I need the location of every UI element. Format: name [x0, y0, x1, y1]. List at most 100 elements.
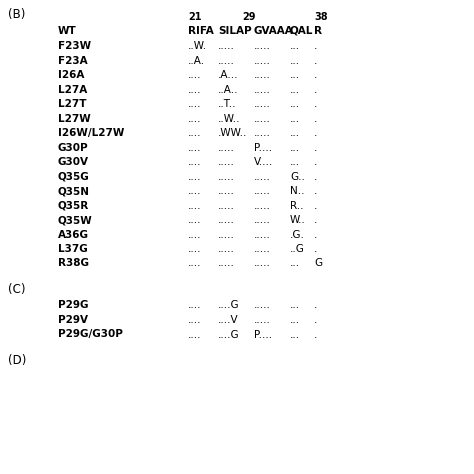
Text: I26A: I26A	[58, 70, 84, 80]
Text: ..A.: ..A.	[188, 55, 205, 65]
Text: ....: ....	[188, 186, 201, 196]
Text: ...: ...	[290, 143, 300, 153]
Text: .: .	[314, 244, 318, 254]
Text: G30V: G30V	[58, 157, 89, 167]
Text: ....G: ....G	[218, 329, 240, 339]
Text: ..W.: ..W.	[188, 41, 207, 51]
Text: .: .	[314, 113, 318, 124]
Text: L27T: L27T	[58, 99, 86, 109]
Text: .....: .....	[218, 244, 235, 254]
Text: ....: ....	[188, 84, 201, 94]
Text: I26W/L27W: I26W/L27W	[58, 128, 124, 138]
Text: .....: .....	[218, 215, 235, 225]
Text: Q35N: Q35N	[58, 186, 90, 196]
Text: .....: .....	[254, 113, 271, 124]
Text: RIFA: RIFA	[188, 26, 214, 36]
Text: F23W: F23W	[58, 41, 91, 51]
Text: ....: ....	[188, 258, 201, 268]
Text: ...: ...	[290, 157, 300, 167]
Text: .....: .....	[218, 157, 235, 167]
Text: QAL: QAL	[290, 26, 313, 36]
Text: R: R	[314, 26, 322, 36]
Text: ....: ....	[188, 99, 201, 109]
Text: 21: 21	[188, 12, 201, 22]
Text: .....: .....	[218, 172, 235, 182]
Text: .....: .....	[218, 41, 235, 51]
Text: .....: .....	[254, 301, 271, 310]
Text: P....: P....	[254, 143, 272, 153]
Text: .: .	[314, 99, 318, 109]
Text: ..T..: ..T..	[218, 99, 237, 109]
Text: ...: ...	[290, 128, 300, 138]
Text: ...: ...	[290, 329, 300, 339]
Text: .....: .....	[254, 172, 271, 182]
Text: ....: ....	[188, 157, 201, 167]
Text: F23A: F23A	[58, 55, 88, 65]
Text: .....: .....	[254, 229, 271, 239]
Text: N..: N..	[290, 186, 304, 196]
Text: .: .	[314, 41, 318, 51]
Text: .: .	[314, 201, 318, 210]
Text: SILAP: SILAP	[218, 26, 252, 36]
Text: .: .	[314, 128, 318, 138]
Text: .....: .....	[254, 201, 271, 210]
Text: R38G: R38G	[58, 258, 89, 268]
Text: (B): (B)	[8, 8, 26, 21]
Text: ....: ....	[188, 244, 201, 254]
Text: L27A: L27A	[58, 84, 87, 94]
Text: ....: ....	[188, 172, 201, 182]
Text: ....: ....	[188, 70, 201, 80]
Text: A36G: A36G	[58, 229, 89, 239]
Text: .WW..: .WW..	[218, 128, 247, 138]
Text: P29V: P29V	[58, 315, 88, 325]
Text: .....: .....	[218, 229, 235, 239]
Text: ....: ....	[188, 315, 201, 325]
Text: .....: .....	[218, 143, 235, 153]
Text: .....: .....	[254, 215, 271, 225]
Text: .....: .....	[254, 258, 271, 268]
Text: P....: P....	[254, 329, 272, 339]
Text: ....: ....	[188, 201, 201, 210]
Text: ....: ....	[188, 301, 201, 310]
Text: .....: .....	[254, 55, 271, 65]
Text: ...: ...	[290, 41, 300, 51]
Text: .....: .....	[218, 186, 235, 196]
Text: .A...: .A...	[218, 70, 238, 80]
Text: .....: .....	[254, 244, 271, 254]
Text: ...: ...	[290, 113, 300, 124]
Text: .: .	[314, 55, 318, 65]
Text: .: .	[314, 143, 318, 153]
Text: .: .	[314, 301, 318, 310]
Text: .....: .....	[254, 128, 271, 138]
Text: .: .	[314, 229, 318, 239]
Text: .: .	[314, 315, 318, 325]
Text: .: .	[314, 215, 318, 225]
Text: .: .	[314, 84, 318, 94]
Text: .....: .....	[218, 258, 235, 268]
Text: L27W: L27W	[58, 113, 91, 124]
Text: G..: G..	[290, 172, 305, 182]
Text: ...: ...	[290, 258, 300, 268]
Text: .: .	[314, 186, 318, 196]
Text: ...: ...	[290, 315, 300, 325]
Text: .: .	[314, 329, 318, 339]
Text: ....: ....	[188, 113, 201, 124]
Text: .....: .....	[254, 70, 271, 80]
Text: .....: .....	[254, 315, 271, 325]
Text: .....: .....	[254, 99, 271, 109]
Text: Q35G: Q35G	[58, 172, 90, 182]
Text: Q35W: Q35W	[58, 215, 93, 225]
Text: ...: ...	[290, 84, 300, 94]
Text: W..: W..	[290, 215, 306, 225]
Text: ....G: ....G	[218, 301, 240, 310]
Text: .....: .....	[218, 55, 235, 65]
Text: ....: ....	[188, 143, 201, 153]
Text: .: .	[314, 157, 318, 167]
Text: L37G: L37G	[58, 244, 88, 254]
Text: P29G: P29G	[58, 301, 89, 310]
Text: .G.: .G.	[290, 229, 305, 239]
Text: Q35R: Q35R	[58, 201, 89, 210]
Text: 38: 38	[314, 12, 328, 22]
Text: .....: .....	[254, 84, 271, 94]
Text: .....: .....	[254, 186, 271, 196]
